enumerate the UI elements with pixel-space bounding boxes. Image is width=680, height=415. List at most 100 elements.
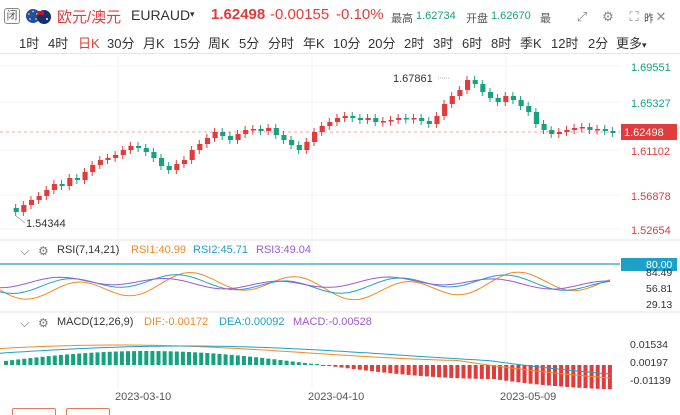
bottom-tab-1[interactable] bbox=[12, 408, 56, 415]
macd-bar bbox=[46, 356, 51, 365]
rsi1-line bbox=[0, 271, 611, 301]
macd-bar bbox=[278, 359, 283, 365]
tab-2h[interactable]: 2时 bbox=[404, 36, 425, 51]
prev-close-label-partial: 昨 bbox=[644, 13, 655, 25]
current-price-tag bbox=[621, 124, 677, 140]
candle-body bbox=[357, 118, 364, 120]
candle-body bbox=[74, 178, 80, 180]
macd-bar bbox=[327, 365, 332, 367]
macd-bar bbox=[58, 355, 63, 365]
candle-body bbox=[595, 129, 601, 131]
tab-week-k[interactable]: 周K bbox=[208, 36, 230, 51]
expand-icon[interactable]: ⤢ bbox=[574, 9, 590, 25]
macd-bar bbox=[467, 365, 472, 379]
tab-4h[interactable]: 4时 bbox=[48, 36, 69, 51]
settings-icon[interactable]: ⚙ bbox=[600, 9, 616, 25]
macd-bar bbox=[95, 352, 100, 365]
candle-body bbox=[480, 84, 486, 92]
tab-2m[interactable]: 2分 bbox=[588, 36, 609, 51]
candle-body bbox=[227, 136, 233, 140]
macd-bar bbox=[77, 353, 82, 365]
macd-bar bbox=[217, 353, 222, 365]
candle-body bbox=[220, 132, 226, 136]
rsi3-value: RSI3:49.04 bbox=[256, 244, 312, 256]
candle-body bbox=[510, 96, 517, 100]
rsi-tick-84: 84.49 bbox=[646, 267, 672, 279]
macd-bar bbox=[553, 365, 557, 387]
rsi-visibility-icon[interactable]: ⌵ bbox=[20, 244, 30, 258]
rsi-lines bbox=[0, 271, 611, 301]
y-tick-3: 1.61102 bbox=[631, 146, 670, 158]
more-label: 更多 bbox=[616, 36, 643, 51]
more-periods-button[interactable]: 更多▾ bbox=[616, 33, 647, 52]
candle-body bbox=[327, 122, 333, 126]
macd-bar bbox=[241, 356, 246, 365]
tab-15m[interactable]: 15分 bbox=[173, 36, 201, 51]
candle-body bbox=[396, 118, 402, 120]
macd-bar bbox=[16, 359, 21, 365]
candle-body bbox=[204, 138, 211, 144]
macd-settings-icon[interactable]: ⚙ bbox=[38, 316, 49, 330]
candle-body bbox=[549, 130, 555, 134]
macd-bar bbox=[315, 364, 320, 365]
candle-body bbox=[21, 205, 27, 212]
candle-body bbox=[587, 127, 593, 130]
fullscreen-icon[interactable]: ⛶ bbox=[626, 9, 642, 25]
tab-30m[interactable]: 30分 bbox=[107, 36, 135, 51]
candle-body bbox=[250, 129, 256, 131]
macd-bar bbox=[199, 352, 204, 365]
tab-3h[interactable]: 3时 bbox=[433, 36, 454, 51]
macd-bar bbox=[510, 365, 515, 382]
tab-6h[interactable]: 6时 bbox=[462, 36, 483, 51]
candle-body bbox=[266, 128, 272, 131]
low-annotation-leader bbox=[14, 214, 26, 224]
tab-10m[interactable]: 10分 bbox=[333, 36, 361, 51]
rsi-settings-icon[interactable]: ⚙ bbox=[38, 244, 49, 258]
tab-5m[interactable]: 5分 bbox=[239, 36, 260, 51]
macd-bar bbox=[272, 359, 277, 365]
candle-body bbox=[487, 92, 494, 98]
tab-8h[interactable]: 8时 bbox=[491, 36, 512, 51]
macd-bar bbox=[138, 351, 143, 365]
candle-body bbox=[13, 208, 19, 212]
tab-20m[interactable]: 20分 bbox=[368, 36, 396, 51]
symbol-selector[interactable]: EURAUD bbox=[131, 7, 191, 23]
macd-bar bbox=[333, 365, 338, 367]
candle-body bbox=[457, 90, 463, 96]
chart-grid bbox=[0, 56, 620, 388]
macd-visibility-icon[interactable]: ⌵ bbox=[20, 316, 30, 330]
candle-body bbox=[28, 200, 35, 205]
tab-timeshare[interactable]: 分时 bbox=[268, 36, 295, 51]
tab-year-k[interactable]: 年K bbox=[303, 36, 325, 51]
candle-body bbox=[434, 116, 440, 124]
macd-bar bbox=[418, 365, 423, 376]
macd-bar bbox=[296, 362, 301, 365]
y-tick-5: 1.52654 bbox=[631, 225, 671, 237]
low-label-partial: 最 bbox=[540, 13, 551, 25]
close-icon[interactable]: ✕ bbox=[653, 9, 669, 25]
bottom-tab-2[interactable] bbox=[66, 408, 110, 415]
tab-day-k[interactable]: 日K bbox=[78, 36, 100, 51]
candle-body bbox=[304, 142, 310, 150]
tab-1h[interactable]: 1时 bbox=[19, 36, 40, 51]
tab-12h[interactable]: 12时 bbox=[551, 36, 579, 51]
macd-bar bbox=[10, 360, 15, 365]
chart-canvas[interactable]: 1.62498 1.67861 1.54344 1.69551 1.65327 … bbox=[0, 54, 680, 415]
candle-body bbox=[541, 124, 547, 130]
tab-month-k[interactable]: 月K bbox=[143, 36, 165, 51]
candle-body bbox=[59, 184, 65, 186]
macd-bar bbox=[577, 365, 582, 388]
macd-bar bbox=[52, 355, 57, 365]
candle-body bbox=[495, 98, 501, 102]
candle-body bbox=[197, 144, 203, 150]
macd-bar bbox=[28, 358, 33, 365]
macd-bar bbox=[394, 365, 399, 374]
macd-bar bbox=[40, 356, 45, 365]
candle-body bbox=[44, 190, 50, 196]
tab-quarter-k[interactable]: 季K bbox=[520, 36, 542, 51]
symbol-caret-icon[interactable]: ▾ bbox=[190, 9, 195, 19]
candle-body bbox=[273, 128, 279, 135]
macd-bar bbox=[461, 365, 466, 379]
high-label: 最高 bbox=[391, 13, 413, 25]
macd-bar bbox=[424, 365, 429, 377]
